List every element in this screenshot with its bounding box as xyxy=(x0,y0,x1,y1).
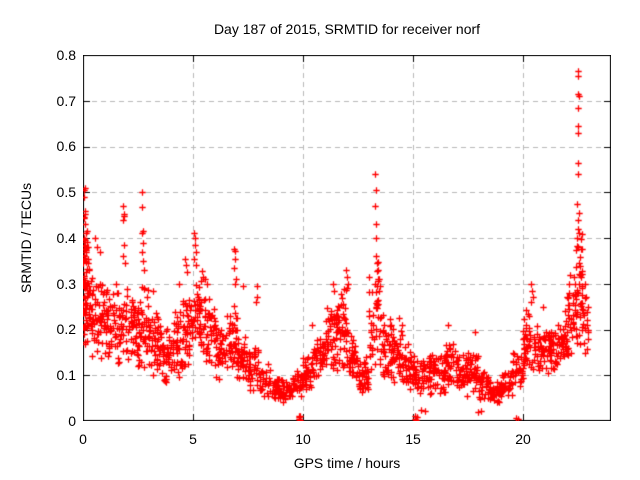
plot-area xyxy=(83,55,611,421)
x-axis-label: GPS time / hours xyxy=(293,455,401,471)
y-tick-label: 0.3 xyxy=(56,276,76,292)
y-tick-label: 0.6 xyxy=(56,138,76,154)
x-tick-label: 10 xyxy=(295,431,311,447)
y-tick-label: 0.7 xyxy=(56,93,76,109)
y-tick-label: 0.2 xyxy=(56,321,76,337)
x-tick-label: 15 xyxy=(405,431,421,447)
y-tick-label: 0.4 xyxy=(56,230,76,246)
y-tick-label: 0.1 xyxy=(56,367,76,383)
chart-title: Day 187 of 2015, SRMTID for receiver nor… xyxy=(213,21,481,37)
y-tick-label: 0.5 xyxy=(56,184,76,200)
x-tick-label: 20 xyxy=(515,431,531,447)
y-tick-label: 0 xyxy=(68,413,76,429)
x-tick-label: 0 xyxy=(79,431,87,447)
y-tick-label: 0.8 xyxy=(56,47,76,63)
x-tick-label: 5 xyxy=(189,431,197,447)
